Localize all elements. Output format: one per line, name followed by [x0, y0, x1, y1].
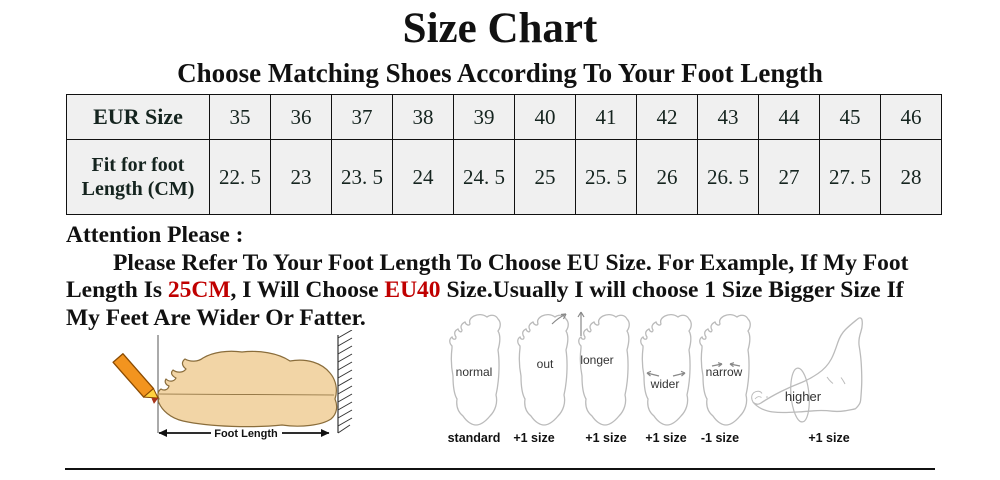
svg-text:normal: normal	[456, 365, 493, 379]
svg-text:narrow: narrow	[706, 365, 743, 379]
svg-text:-1 size: -1 size	[701, 431, 739, 445]
svg-text:longer: longer	[580, 353, 613, 367]
svg-text:standard: standard	[448, 431, 501, 445]
svg-text:+1 size: +1 size	[645, 431, 686, 445]
svg-text:+1 size: +1 size	[513, 431, 554, 445]
svg-text:Foot Length: Foot Length	[214, 428, 278, 440]
svg-text:higher: higher	[785, 389, 822, 404]
svg-text:+1 size: +1 size	[585, 431, 626, 445]
svg-text:wider: wider	[650, 377, 680, 391]
svg-text:+1 size: +1 size	[808, 431, 849, 445]
svg-text:out: out	[537, 357, 554, 371]
